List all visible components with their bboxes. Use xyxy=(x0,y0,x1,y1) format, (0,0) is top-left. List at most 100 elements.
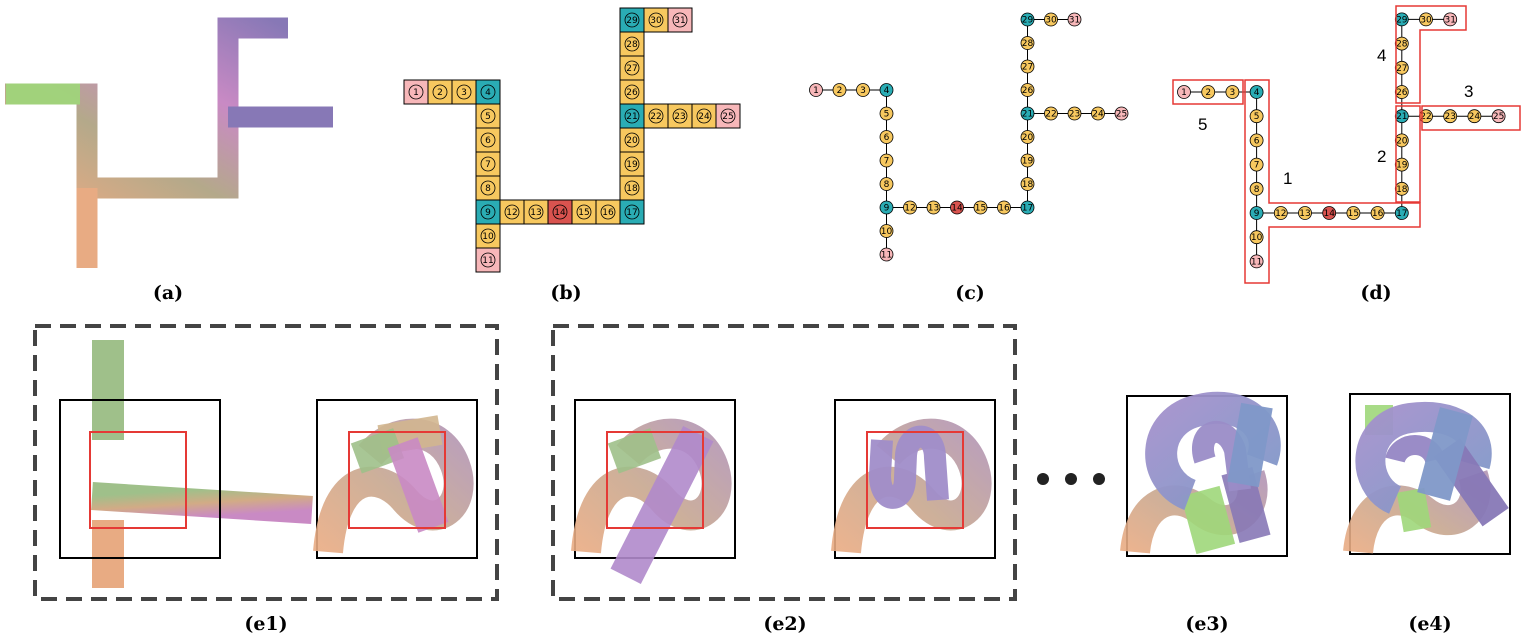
caption-e2: (e2) xyxy=(763,613,806,635)
graph-node xyxy=(1249,133,1264,148)
cell-node-ring xyxy=(480,156,496,172)
grid-cell xyxy=(691,103,717,129)
node-label: 9 xyxy=(1254,209,1260,219)
segment-label-5: 5 xyxy=(1198,115,1207,134)
node-label: 26 xyxy=(1396,88,1408,98)
node-label: 15 xyxy=(578,208,589,218)
node-label: 16 xyxy=(1372,209,1384,219)
caption-e1: (e1) xyxy=(244,613,287,635)
graph-node xyxy=(1491,109,1506,124)
node-label: 30 xyxy=(1420,15,1432,25)
cell-node-ring xyxy=(624,84,640,100)
node-label: 2 xyxy=(437,88,443,98)
graph-node xyxy=(903,200,917,215)
node-label: 4 xyxy=(485,88,491,98)
grid-cell xyxy=(475,103,501,129)
cell-node-ring xyxy=(552,204,568,220)
node-label: 20 xyxy=(626,136,638,146)
segment-label-4: 4 xyxy=(1377,46,1386,65)
node-label: 4 xyxy=(884,86,890,96)
panel-e4 xyxy=(1343,393,1511,555)
node-label: 1 xyxy=(413,88,419,98)
node-label: 15 xyxy=(1348,209,1359,219)
cell-node-ring xyxy=(480,228,496,244)
segment-box-5 xyxy=(1172,79,1244,105)
dashed-group-frame xyxy=(551,324,1017,601)
graph-node xyxy=(832,83,847,97)
segment-box-1 xyxy=(1244,79,1421,284)
node-label: 31 xyxy=(1444,15,1455,25)
cell-node-ring xyxy=(624,12,640,28)
cell-node-ring xyxy=(504,204,520,220)
grid-cell xyxy=(451,79,477,105)
node-label: 27 xyxy=(1022,63,1033,73)
node-label: 25 xyxy=(1493,112,1504,122)
cell-node-ring xyxy=(648,12,664,28)
focus-box xyxy=(348,431,446,529)
node-label: 25 xyxy=(722,112,733,122)
node-label: 6 xyxy=(485,136,491,146)
graph-node xyxy=(1443,109,1458,124)
node-label: 29 xyxy=(626,16,638,26)
grid-cell xyxy=(427,79,453,105)
caption-a: (a) xyxy=(153,282,183,304)
graph-node xyxy=(1322,206,1337,220)
node-label: 25 xyxy=(1116,110,1127,120)
cell-node-ring xyxy=(600,204,616,220)
node-label: 18 xyxy=(626,184,638,194)
node-label: 3 xyxy=(1230,88,1236,98)
panel-e1 xyxy=(33,324,499,601)
cell-node-ring xyxy=(672,108,688,124)
node-label: 21 xyxy=(626,112,637,122)
node-label: 10 xyxy=(1251,233,1263,243)
graph-node xyxy=(809,83,823,97)
grid-cell xyxy=(619,199,645,225)
graph-node xyxy=(1020,36,1035,50)
node-label: 13 xyxy=(530,208,541,218)
node-label: 21 xyxy=(1396,112,1407,122)
graph-node xyxy=(1249,181,1264,196)
cell-node-ring xyxy=(624,132,640,148)
graph-node xyxy=(1273,206,1288,220)
node-label: 21 xyxy=(1022,110,1033,120)
node-label: 22 xyxy=(650,112,661,122)
segment-box-3 xyxy=(1421,105,1521,131)
graph-node xyxy=(1044,106,1058,121)
node-label: 12 xyxy=(1275,209,1286,219)
graph-node xyxy=(1114,106,1129,121)
graph-node xyxy=(1020,12,1035,27)
cell-node-ring xyxy=(648,108,664,124)
node-label: 3 xyxy=(860,86,866,96)
caption-c: (c) xyxy=(955,282,985,304)
panel-e3 xyxy=(1120,391,1288,557)
node-label: 11 xyxy=(482,256,493,266)
node-label: 13 xyxy=(1299,209,1310,219)
node-label: 30 xyxy=(650,16,662,26)
grid-cell xyxy=(571,199,597,225)
graph-node xyxy=(879,83,894,97)
node-label: 14 xyxy=(554,208,566,218)
node-label: 20 xyxy=(1022,133,1034,143)
panel-a-tube-path xyxy=(5,17,333,268)
cell-node-ring xyxy=(576,204,592,220)
focus-box xyxy=(89,431,187,529)
grid-cell xyxy=(475,247,501,273)
node-label: 18 xyxy=(1396,185,1408,195)
cell-node-ring xyxy=(624,180,640,196)
node-label: 17 xyxy=(1022,204,1033,214)
cell-node-ring xyxy=(624,156,640,172)
graph-node xyxy=(1249,85,1264,99)
crop-frame xyxy=(834,399,996,559)
grid-cell xyxy=(595,199,621,225)
node-label: 28 xyxy=(626,40,638,50)
graph-node xyxy=(1067,12,1082,27)
cell-node-ring xyxy=(624,60,640,76)
node-label: 7 xyxy=(1254,161,1260,171)
graph-node xyxy=(1298,206,1312,220)
cell-node-ring xyxy=(480,180,496,196)
graph-node xyxy=(879,247,894,262)
segment-box-4 xyxy=(1395,5,1467,104)
grid-cell xyxy=(403,79,429,105)
graph-node xyxy=(1091,106,1105,121)
grid-cell xyxy=(475,151,501,177)
